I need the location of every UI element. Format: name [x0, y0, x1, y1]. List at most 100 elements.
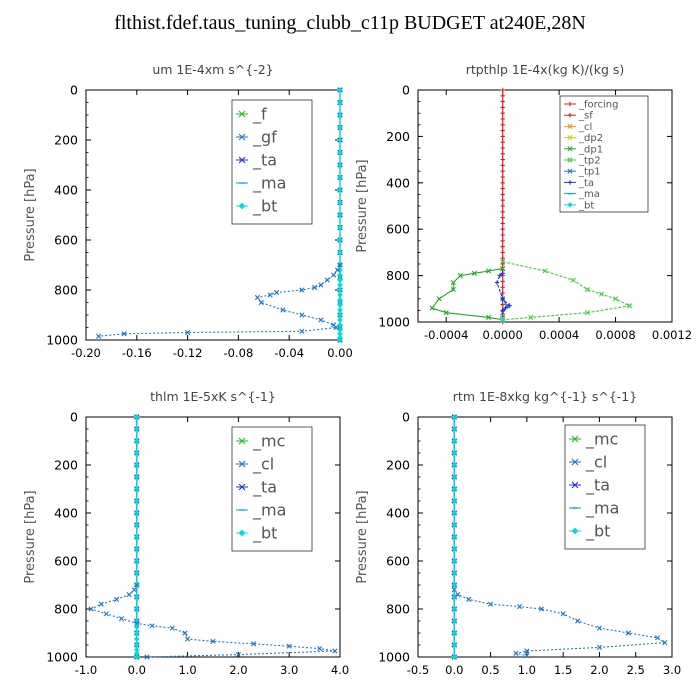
- data-point: [334, 267, 341, 273]
- data-point: [299, 328, 305, 334]
- y-tick-label: 600: [54, 233, 78, 248]
- series-bt: [499, 316, 506, 323]
- data-point: [455, 592, 461, 598]
- data-point: [337, 302, 343, 308]
- legend-marker: [567, 180, 573, 185]
- data-point: [133, 624, 140, 630]
- legend-label: _ta: [578, 178, 594, 189]
- data-point: [500, 308, 505, 313]
- data-point: [451, 486, 458, 492]
- legend-label: _cl: [578, 122, 592, 133]
- series-ta: [494, 271, 512, 313]
- legend-marker: [567, 168, 573, 174]
- data-point: [500, 259, 506, 265]
- legend-label: _sf: [578, 111, 593, 122]
- data-point: [503, 305, 508, 311]
- data-point: [500, 244, 505, 249]
- legend-marker: [238, 202, 246, 210]
- data-point: [500, 99, 505, 104]
- data-point: [584, 286, 590, 293]
- legend-box: [564, 424, 646, 550]
- data-point: [126, 592, 132, 598]
- legend-label: _ta: [252, 151, 277, 171]
- data-point: [133, 594, 140, 600]
- data-point: [133, 486, 140, 492]
- legend-box: [231, 426, 313, 552]
- data-point: [500, 221, 505, 226]
- data-point: [500, 157, 505, 162]
- data-point: [133, 522, 140, 528]
- legend-label: _ma: [252, 501, 286, 521]
- legend-label: _bt: [578, 200, 594, 211]
- x-tick-label: 0.0: [128, 663, 146, 677]
- data-point: [457, 273, 463, 279]
- data-point: [337, 162, 343, 168]
- data-point: [133, 636, 140, 642]
- y-tick-label: 600: [54, 554, 78, 569]
- y-tick-label: 400: [386, 506, 410, 521]
- legend-label: _bt: [252, 197, 277, 217]
- data-point: [134, 620, 140, 626]
- data-point: [337, 292, 343, 298]
- data-point: [133, 498, 140, 504]
- data-point: [185, 636, 191, 642]
- data-point: [500, 163, 505, 168]
- y-tick-label: 400: [386, 175, 410, 190]
- data-point: [500, 203, 505, 209]
- data-point: [254, 294, 261, 301]
- data-point: [450, 279, 456, 286]
- y-tick-label: 0: [402, 410, 410, 425]
- legend-marker: [567, 157, 573, 163]
- legend-label: _ta: [585, 476, 610, 496]
- data-point: [133, 438, 140, 444]
- x-tick-label: 0.0004: [539, 328, 579, 342]
- data-point: [337, 224, 343, 231]
- legend-label: _bt: [252, 524, 277, 544]
- legend-label: _ma: [252, 174, 286, 194]
- data-point: [500, 186, 505, 191]
- y-tick-label: 400: [54, 506, 78, 521]
- legend-marker: [238, 437, 246, 445]
- data-point: [451, 630, 458, 636]
- legend-label: _mc: [252, 432, 285, 452]
- legend-marker: [567, 202, 573, 208]
- data-point: [280, 307, 286, 313]
- data-point: [612, 296, 619, 302]
- legend-box: [559, 95, 649, 213]
- data-point: [500, 285, 505, 290]
- x-tick-label: -0.04: [274, 346, 304, 360]
- legend-label: _tp2: [578, 156, 601, 167]
- series-line: [89, 584, 335, 658]
- x-tick-label: 1.0: [178, 663, 196, 677]
- data-point: [500, 215, 505, 220]
- data-point: [337, 137, 343, 143]
- y-axis-label: Pressure [hPa]: [355, 490, 370, 583]
- series-line: [453, 589, 667, 657]
- data-point: [451, 498, 458, 504]
- data-point: [584, 310, 590, 316]
- data-point: [517, 604, 523, 610]
- series-forcing: [500, 87, 505, 325]
- data-point: [500, 227, 505, 232]
- data-point: [134, 582, 140, 588]
- y-axis-label: Pressure [hPa]: [355, 159, 370, 252]
- data-point: [500, 261, 505, 267]
- data-point: [337, 272, 343, 278]
- data-point: [318, 282, 324, 288]
- data-point: [471, 270, 478, 276]
- legend-label: _mc: [585, 430, 618, 450]
- data-point: [133, 546, 140, 552]
- data-point: [487, 601, 494, 607]
- data-point: [337, 99, 343, 106]
- data-point: [451, 510, 458, 516]
- y-tick-label: 400: [54, 183, 78, 198]
- data-point: [500, 169, 505, 174]
- data-point: [500, 93, 505, 98]
- data-point: [500, 111, 505, 116]
- data-point: [429, 305, 435, 311]
- data-point: [121, 331, 127, 337]
- data-point: [332, 648, 338, 654]
- data-point: [133, 426, 140, 432]
- data-point: [662, 640, 668, 646]
- x-tick-label: -0.5: [407, 663, 429, 677]
